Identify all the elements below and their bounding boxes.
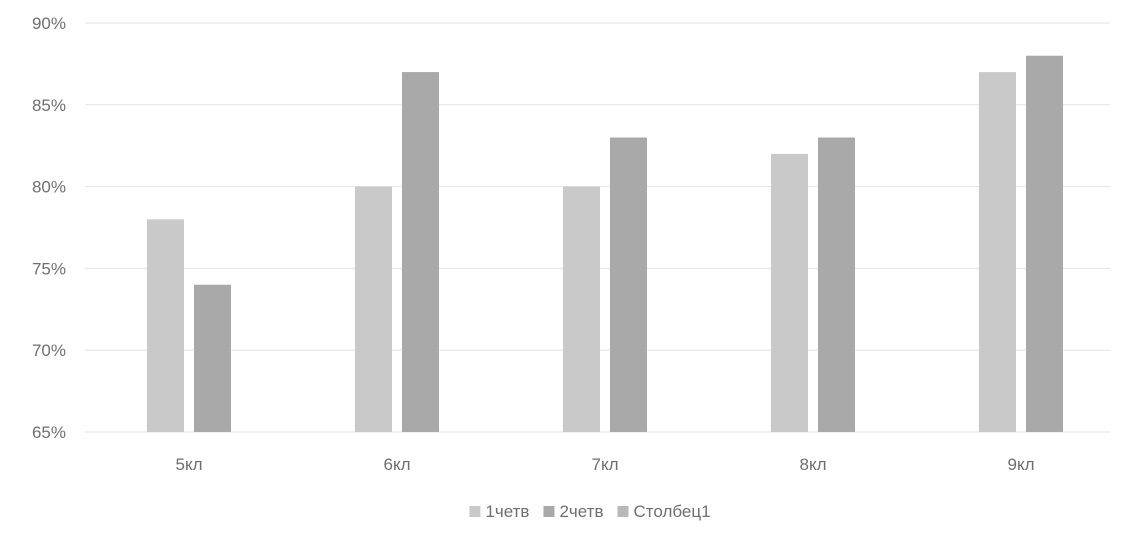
- legend-swatch: [469, 506, 481, 517]
- x-tick-label: 5кл: [175, 455, 202, 474]
- bar-1четв-9кл: [979, 72, 1016, 432]
- bar-1четв-6кл: [355, 186, 392, 432]
- bar-1четв-8кл: [771, 153, 808, 432]
- legend-label: 1четв: [485, 502, 529, 521]
- legend-label: 2четв: [559, 502, 603, 521]
- y-tick-label: 90%: [32, 14, 66, 33]
- x-axis-category-labels: 5кл 6кл 7кл 8кл 9кл: [175, 455, 1034, 474]
- y-tick-label: 70%: [32, 341, 66, 360]
- bar-2четв-8кл: [818, 137, 855, 432]
- y-axis-tick-labels: 90% 85% 80% 75% 70% 65%: [32, 14, 66, 442]
- y-tick-label: 65%: [32, 423, 66, 442]
- y-tick-label: 85%: [32, 96, 66, 115]
- y-tick-label: 75%: [32, 259, 66, 278]
- x-tick-label: 9кл: [1007, 455, 1034, 474]
- legend-swatch: [543, 506, 555, 517]
- bar-2четв-7кл: [610, 137, 647, 432]
- y-tick-label: 80%: [32, 178, 66, 197]
- legend-swatch: [617, 506, 629, 517]
- bar-2четв-9кл: [1026, 55, 1063, 432]
- legend-label: Столбец1: [633, 502, 710, 521]
- x-tick-label: 7кл: [591, 455, 618, 474]
- bar-2четв-6кл: [402, 72, 439, 432]
- bar-1четв-7кл: [563, 186, 600, 432]
- x-tick-label: 6кл: [383, 455, 410, 474]
- bars: [147, 55, 1063, 432]
- x-tick-label: 8кл: [799, 455, 826, 474]
- bar-1четв-5кл: [147, 219, 184, 432]
- bar-2четв-5кл: [194, 284, 231, 432]
- legend: 1четв 2четв Столбец1: [469, 502, 711, 521]
